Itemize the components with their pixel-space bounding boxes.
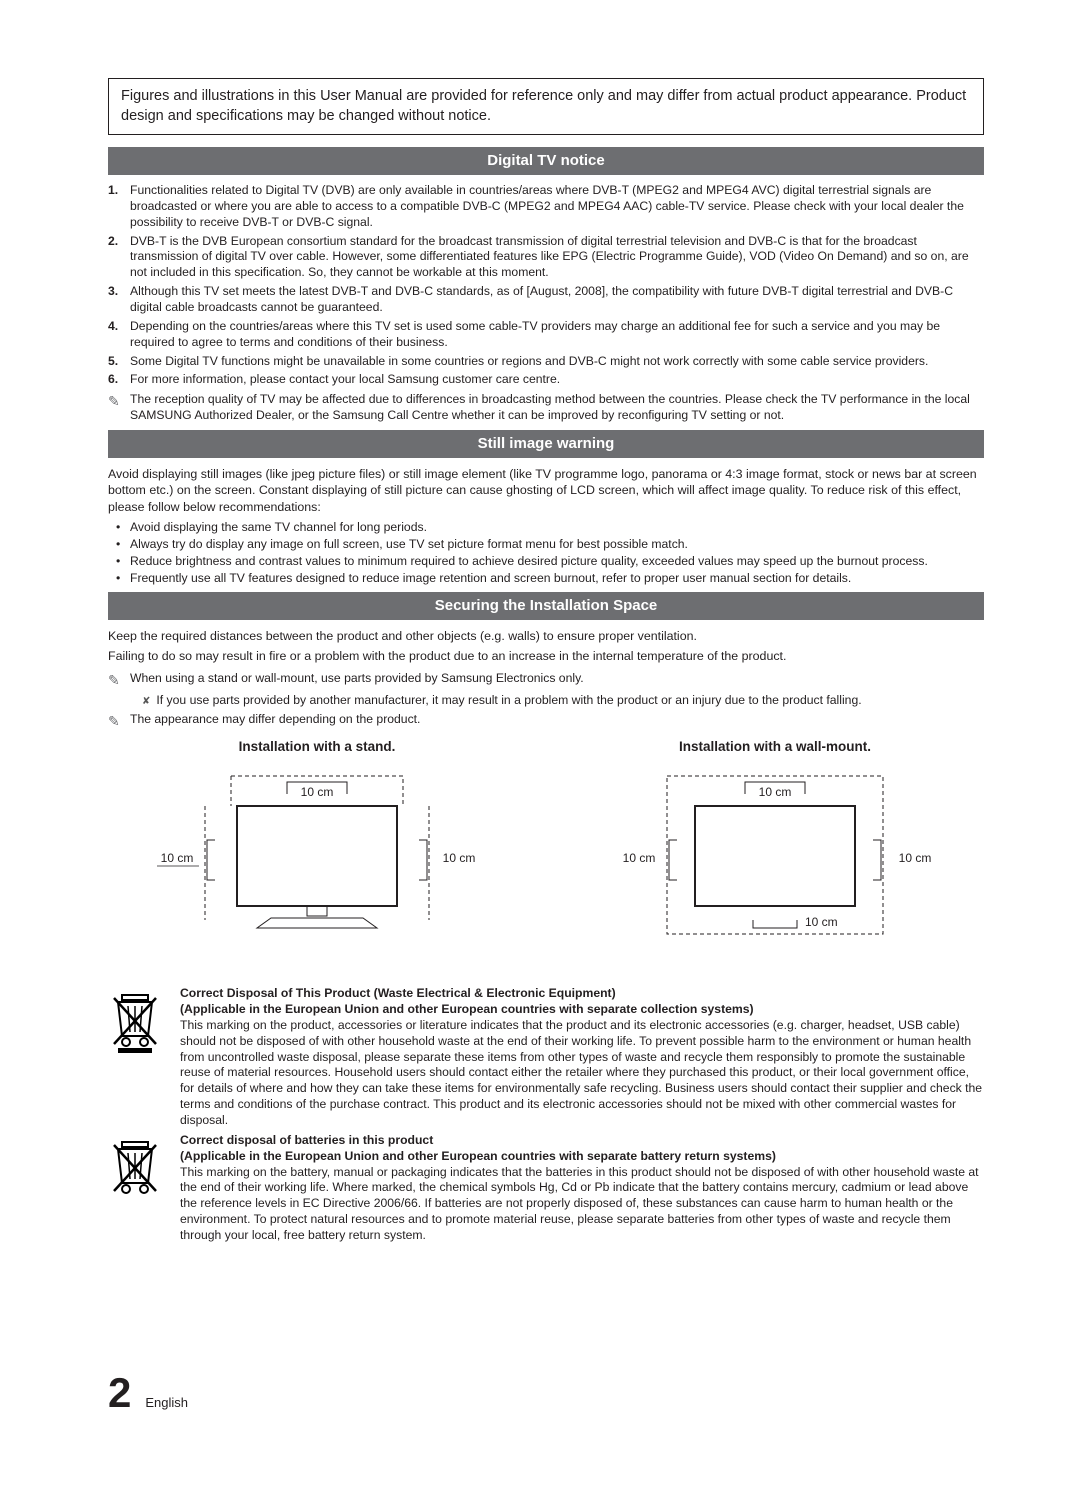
still-image-header: Still image warning — [108, 430, 984, 458]
install-stand-title: Installation with a stand. — [108, 738, 526, 756]
note-text: The reception quality of TV may be affec… — [130, 392, 984, 424]
securing-note1: ✎ When using a stand or wall-mount, use … — [108, 671, 984, 689]
note-text: When using a stand or wall-mount, use pa… — [130, 671, 584, 689]
disposal-subtitle: (Applicable in the European Union and ot… — [180, 1149, 776, 1163]
disposal-title: Correct disposal of batteries in this pr… — [180, 1133, 433, 1147]
bullet-item: Always try do display any image on full … — [130, 536, 984, 552]
note-icon: ✎ — [108, 392, 130, 424]
note-icon: ✎ — [108, 712, 130, 730]
still-image-intro: Avoid displaying still images (like jpeg… — [108, 466, 984, 515]
bullet-item: Reduce brightness and contrast values to… — [130, 553, 984, 569]
bullet-item: Avoid displaying the same TV channel for… — [130, 519, 984, 535]
still-image-bullets: Avoid displaying the same TV channel for… — [108, 519, 984, 586]
securing-note2: ✎ The appearance may differ depending on… — [108, 712, 984, 730]
product-disposal-text: Correct Disposal of This Product (Waste … — [180, 986, 984, 1129]
disposal-body: This marking on the product, accessories… — [180, 1018, 982, 1127]
battery-disposal-block: Correct disposal of batteries in this pr… — [108, 1133, 984, 1244]
list-number: 5. — [108, 354, 130, 370]
digital-tv-note: ✎ The reception quality of TV may be aff… — [108, 392, 984, 424]
dim-label: 10 cm — [301, 785, 334, 799]
note-text: The appearance may differ depending on t… — [130, 712, 420, 730]
dim-label: 10 cm — [161, 851, 194, 865]
list-item: For more information, please contact you… — [130, 372, 560, 388]
battery-disposal-text: Correct disposal of batteries in this pr… — [180, 1133, 984, 1244]
list-item: Functionalities related to Digital TV (D… — [130, 183, 984, 231]
securing-header: Securing the Installation Space — [108, 592, 984, 620]
list-item: Some Digital TV functions might be unava… — [130, 354, 928, 370]
list-number: 2. — [108, 234, 130, 282]
list-number: 1. — [108, 183, 130, 231]
stand-diagram: 10 cm 10 cm 10 cm — [108, 770, 526, 960]
disposal-subtitle: (Applicable in the European Union and ot… — [180, 1002, 754, 1016]
note-icon: ✎ — [108, 671, 130, 689]
weee-bin-icon — [108, 986, 166, 1129]
list-number: 3. — [108, 284, 130, 316]
disposal-title: Correct Disposal of This Product (Waste … — [180, 986, 616, 1000]
list-number: 4. — [108, 319, 130, 351]
page-footer: 2 English — [108, 1365, 188, 1420]
securing-p1: Keep the required distances between the … — [108, 628, 984, 644]
install-wall-title: Installation with a wall-mount. — [566, 738, 984, 756]
weee-bin-icon — [108, 1133, 166, 1244]
dim-label: 10 cm — [623, 851, 656, 865]
securing-note1-sub: If you use parts provided by another man… — [108, 692, 984, 708]
wall-diagram: 10 cm 10 cm 10 cm 10 cm — [566, 770, 984, 960]
digital-tv-list: 1.Functionalities related to Digital TV … — [108, 183, 984, 388]
digital-tv-header: Digital TV notice — [108, 147, 984, 175]
dim-label: 10 cm — [899, 851, 932, 865]
dim-label: 10 cm — [759, 785, 792, 799]
install-wall-col: Installation with a wall-mount. 10 cm 10… — [566, 738, 984, 960]
install-stand-col: Installation with a stand. 10 cm 10 cm — [108, 738, 526, 960]
dim-label: 10 cm — [443, 851, 476, 865]
securing-p2: Failing to do so may result in fire or a… — [108, 648, 984, 664]
reference-notice-text: Figures and illustrations in this User M… — [121, 88, 966, 124]
list-item: Although this TV set meets the latest DV… — [130, 284, 984, 316]
bullet-item: Frequently use all TV features designed … — [130, 570, 984, 586]
disposal-body: This marking on the battery, manual or p… — [180, 1165, 979, 1242]
page-language: English — [145, 1394, 188, 1411]
reference-notice-box: Figures and illustrations in this User M… — [108, 78, 984, 135]
page-number: 2 — [108, 1365, 131, 1420]
list-item: Depending on the countries/areas where t… — [130, 319, 984, 351]
list-item: DVB-T is the DVB European consortium sta… — [130, 234, 984, 282]
list-number: 6. — [108, 372, 130, 388]
product-disposal-block: Correct Disposal of This Product (Waste … — [108, 986, 984, 1129]
installation-diagrams: Installation with a stand. 10 cm 10 cm — [108, 738, 984, 960]
dim-label: 10 cm — [805, 915, 838, 929]
